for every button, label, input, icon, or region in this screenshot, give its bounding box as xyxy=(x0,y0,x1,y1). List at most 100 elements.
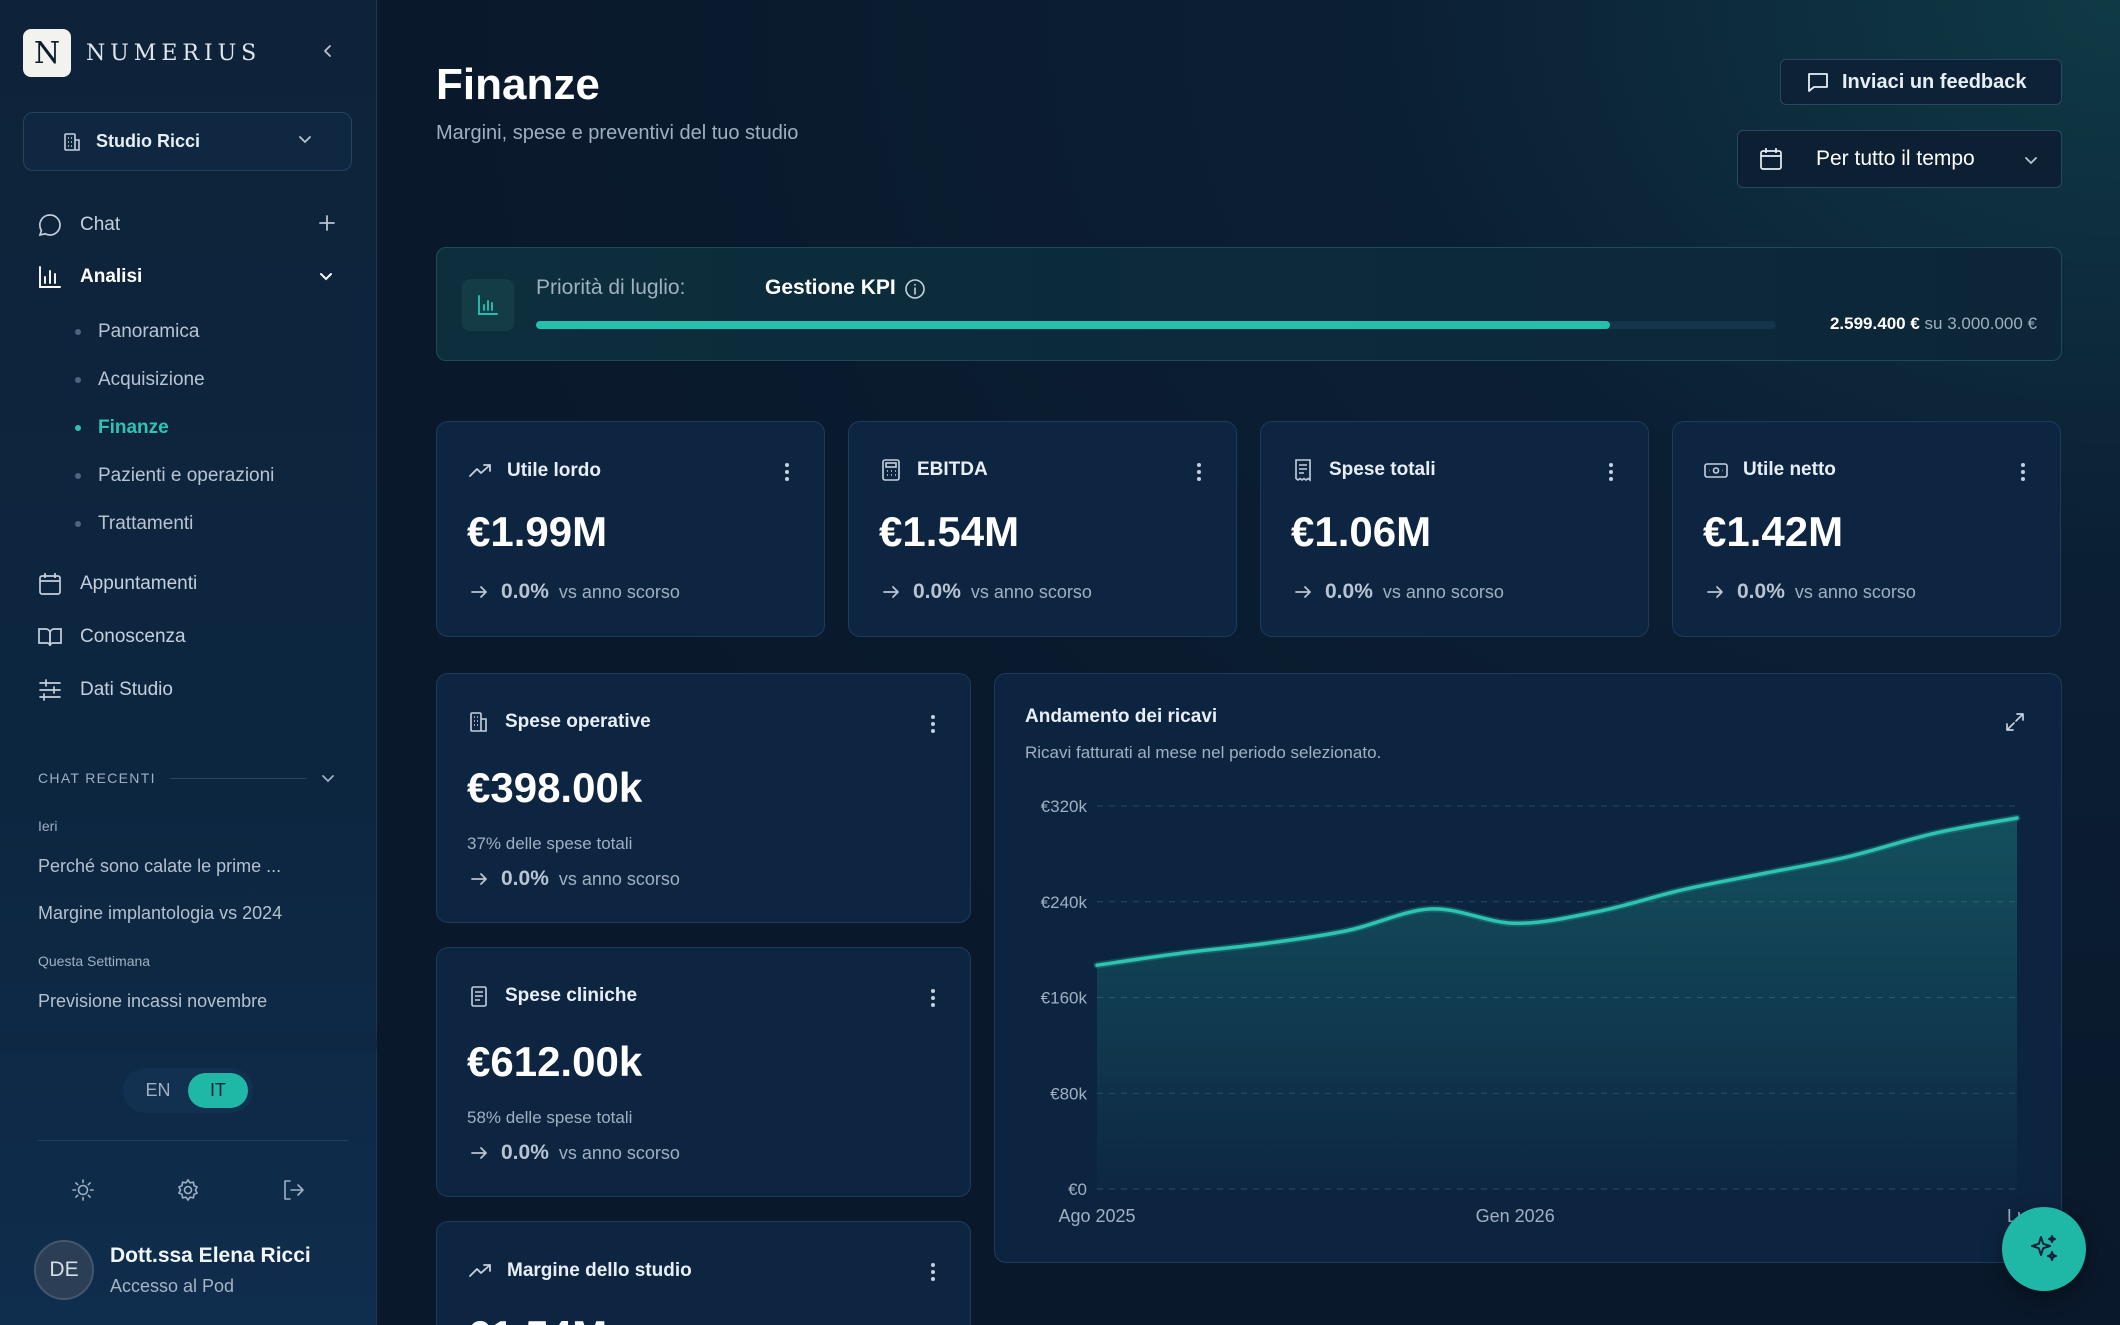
card-delta-label: vs anno scorso xyxy=(1794,581,1916,602)
nav-appuntamenti-label: Appuntamenti xyxy=(80,573,198,594)
page-subtitle: Margini, spese e preventivi del tuo stud… xyxy=(436,122,799,144)
card-delta: 0.0% xyxy=(1737,580,1785,603)
subnav-panoramica[interactable]: Panoramica xyxy=(75,321,199,343)
subnav-pazienti[interactable]: Pazienti e operazioni xyxy=(75,465,274,487)
bullet-icon xyxy=(75,329,81,335)
card-delta: 0.0% xyxy=(913,580,961,603)
sliders-icon xyxy=(37,677,63,703)
avatar: DE xyxy=(34,1240,94,1300)
nav-analisi[interactable]: Analisi xyxy=(37,264,142,290)
nav-dati-studio[interactable]: Dati Studio xyxy=(37,677,173,703)
x-tick-label: Ago 2025 xyxy=(1058,1206,1135,1226)
card-delta: 0.0% xyxy=(501,580,549,603)
brand[interactable]: N NUMERIUS xyxy=(23,29,261,77)
sparkle-icon xyxy=(2027,1232,2061,1266)
recent-chats-header[interactable]: CHAT RECENTI xyxy=(38,770,336,786)
lang-en-option[interactable]: EN xyxy=(145,1080,171,1100)
chevron-down-icon xyxy=(2023,152,2039,168)
more-vertical-icon[interactable] xyxy=(930,1260,936,1284)
more-vertical-icon[interactable] xyxy=(930,986,936,1010)
nav-dati-studio-label: Dati Studio xyxy=(80,679,173,700)
card-delta-label: vs anno scorso xyxy=(1382,581,1504,602)
studio-selector[interactable]: Studio Ricci xyxy=(23,112,352,171)
card-value: €1.54M xyxy=(467,1312,607,1325)
nav-chat-label: Chat xyxy=(80,214,121,235)
arrow-right-icon xyxy=(469,1143,489,1163)
kpi-progress-track xyxy=(536,321,1776,329)
logo: N xyxy=(23,29,71,77)
feedback-label: Inviaci un feedback xyxy=(1842,70,2027,93)
page-title: Finanze xyxy=(436,60,600,109)
banknote-icon xyxy=(1703,458,1729,482)
more-vertical-icon[interactable] xyxy=(930,712,936,736)
sidebar: N NUMERIUS Studio Ricci Chat Analisi Pan… xyxy=(0,0,377,1325)
subnav-label: Panoramica xyxy=(98,321,200,342)
recent-chat-item[interactable]: Perché sono calate le prime ... xyxy=(38,856,282,876)
ai-assistant-sparkle-button[interactable] xyxy=(2002,1207,2086,1291)
feedback-button[interactable]: Inviaci un feedback xyxy=(1780,59,2062,105)
logout-icon[interactable] xyxy=(280,1177,306,1203)
subnav-acquisizione[interactable]: Acquisizione xyxy=(75,369,205,391)
expense-card-margine: Margine dello studio €1.54M xyxy=(436,1221,971,1325)
recent-group-settimana: Questa Settimana xyxy=(38,953,151,969)
nav-conoscenza-label: Conoscenza xyxy=(80,626,186,647)
new-chat-plus-icon[interactable] xyxy=(316,212,338,234)
subnav-trattamenti[interactable]: Trattamenti xyxy=(75,513,193,535)
card-title: EBITDA xyxy=(917,459,988,480)
card-value: €398.00k xyxy=(467,764,643,811)
card-delta-label: vs anno scorso xyxy=(558,581,680,602)
y-tick-label: €320k xyxy=(1041,797,1088,816)
expand-icon[interactable] xyxy=(2003,710,2027,734)
studio-name: Studio Ricci xyxy=(96,131,201,151)
y-tick-label: €80k xyxy=(1050,1084,1087,1103)
revenue-chart-card: Andamento dei ricavi Ricavi fatturati al… xyxy=(994,673,2062,1263)
chat-bubble-icon xyxy=(37,212,63,238)
divider xyxy=(38,1140,348,1141)
nav-chat[interactable]: Chat xyxy=(37,212,120,238)
card-delta-label: vs anno scorso xyxy=(970,581,1092,602)
card-share: 58% delle spese totali xyxy=(467,1108,633,1127)
recent-chat-item[interactable]: Margine implantologia vs 2024 xyxy=(38,903,283,923)
kpi-values: 2.599.400 € su 3.000.000 € xyxy=(1830,314,2037,334)
kpi-target: su 3.000.000 € xyxy=(1924,314,2037,333)
subnav-label: Pazienti e operazioni xyxy=(98,465,275,486)
book-open-icon xyxy=(37,624,63,650)
card-title: Spese cliniche xyxy=(505,985,638,1006)
nav-conoscenza[interactable]: Conoscenza xyxy=(37,624,186,650)
bar-chart-icon xyxy=(462,279,514,331)
building-icon xyxy=(61,131,83,153)
more-vertical-icon[interactable] xyxy=(1608,460,1614,484)
stat-card-spese-totali: Spese totali €1.06M 0.0% vs anno scorso xyxy=(1260,421,1649,637)
collapse-sidebar-icon[interactable] xyxy=(315,38,341,64)
more-vertical-icon[interactable] xyxy=(2020,460,2026,484)
period-selector[interactable]: Per tutto il tempo xyxy=(1737,130,2062,188)
card-value: €1.06M xyxy=(1291,508,1432,555)
more-vertical-icon[interactable] xyxy=(1196,460,1202,484)
chevron-down-icon xyxy=(297,131,313,147)
recent-chats-title: CHAT RECENTI xyxy=(38,770,156,786)
expense-card-operative: Spese operative €398.00k 37% delle spese… xyxy=(436,673,971,923)
lang-it-option[interactable]: IT xyxy=(188,1073,248,1108)
subnav-finanze[interactable]: Finanze xyxy=(75,417,169,439)
card-value: €612.00k xyxy=(467,1038,643,1085)
card-delta: 0.0% xyxy=(1325,580,1373,603)
arrow-right-icon xyxy=(1705,582,1725,602)
user-role: Accesso al Pod xyxy=(110,1275,235,1296)
y-tick-label: €160k xyxy=(1041,989,1088,1008)
recent-chat-item[interactable]: Previsione incassi novembre xyxy=(38,991,268,1011)
more-vertical-icon[interactable] xyxy=(784,460,790,484)
brand-name: NUMERIUS xyxy=(86,40,262,66)
stat-card-utile-lordo: Utile lordo €1.99M 0.0% vs anno scorso xyxy=(436,421,825,637)
settings-gear-icon[interactable] xyxy=(175,1177,201,1203)
theme-sun-icon[interactable] xyxy=(70,1177,96,1203)
trending-up-icon xyxy=(467,1258,493,1284)
user-profile[interactable]: DE Dott.ssa Elena Ricci Accesso al Pod xyxy=(34,1240,311,1300)
language-toggle[interactable]: EN IT xyxy=(123,1068,253,1113)
chevron-down-icon[interactable] xyxy=(316,266,336,286)
info-icon[interactable] xyxy=(903,277,927,301)
receipt-icon xyxy=(1291,458,1315,482)
main-content: Finanze Margini, spese e preventivi del … xyxy=(378,0,2120,1325)
nav-appuntamenti[interactable]: Appuntamenti xyxy=(37,571,197,597)
kpi-current: 2.599.400 € xyxy=(1829,314,1920,333)
